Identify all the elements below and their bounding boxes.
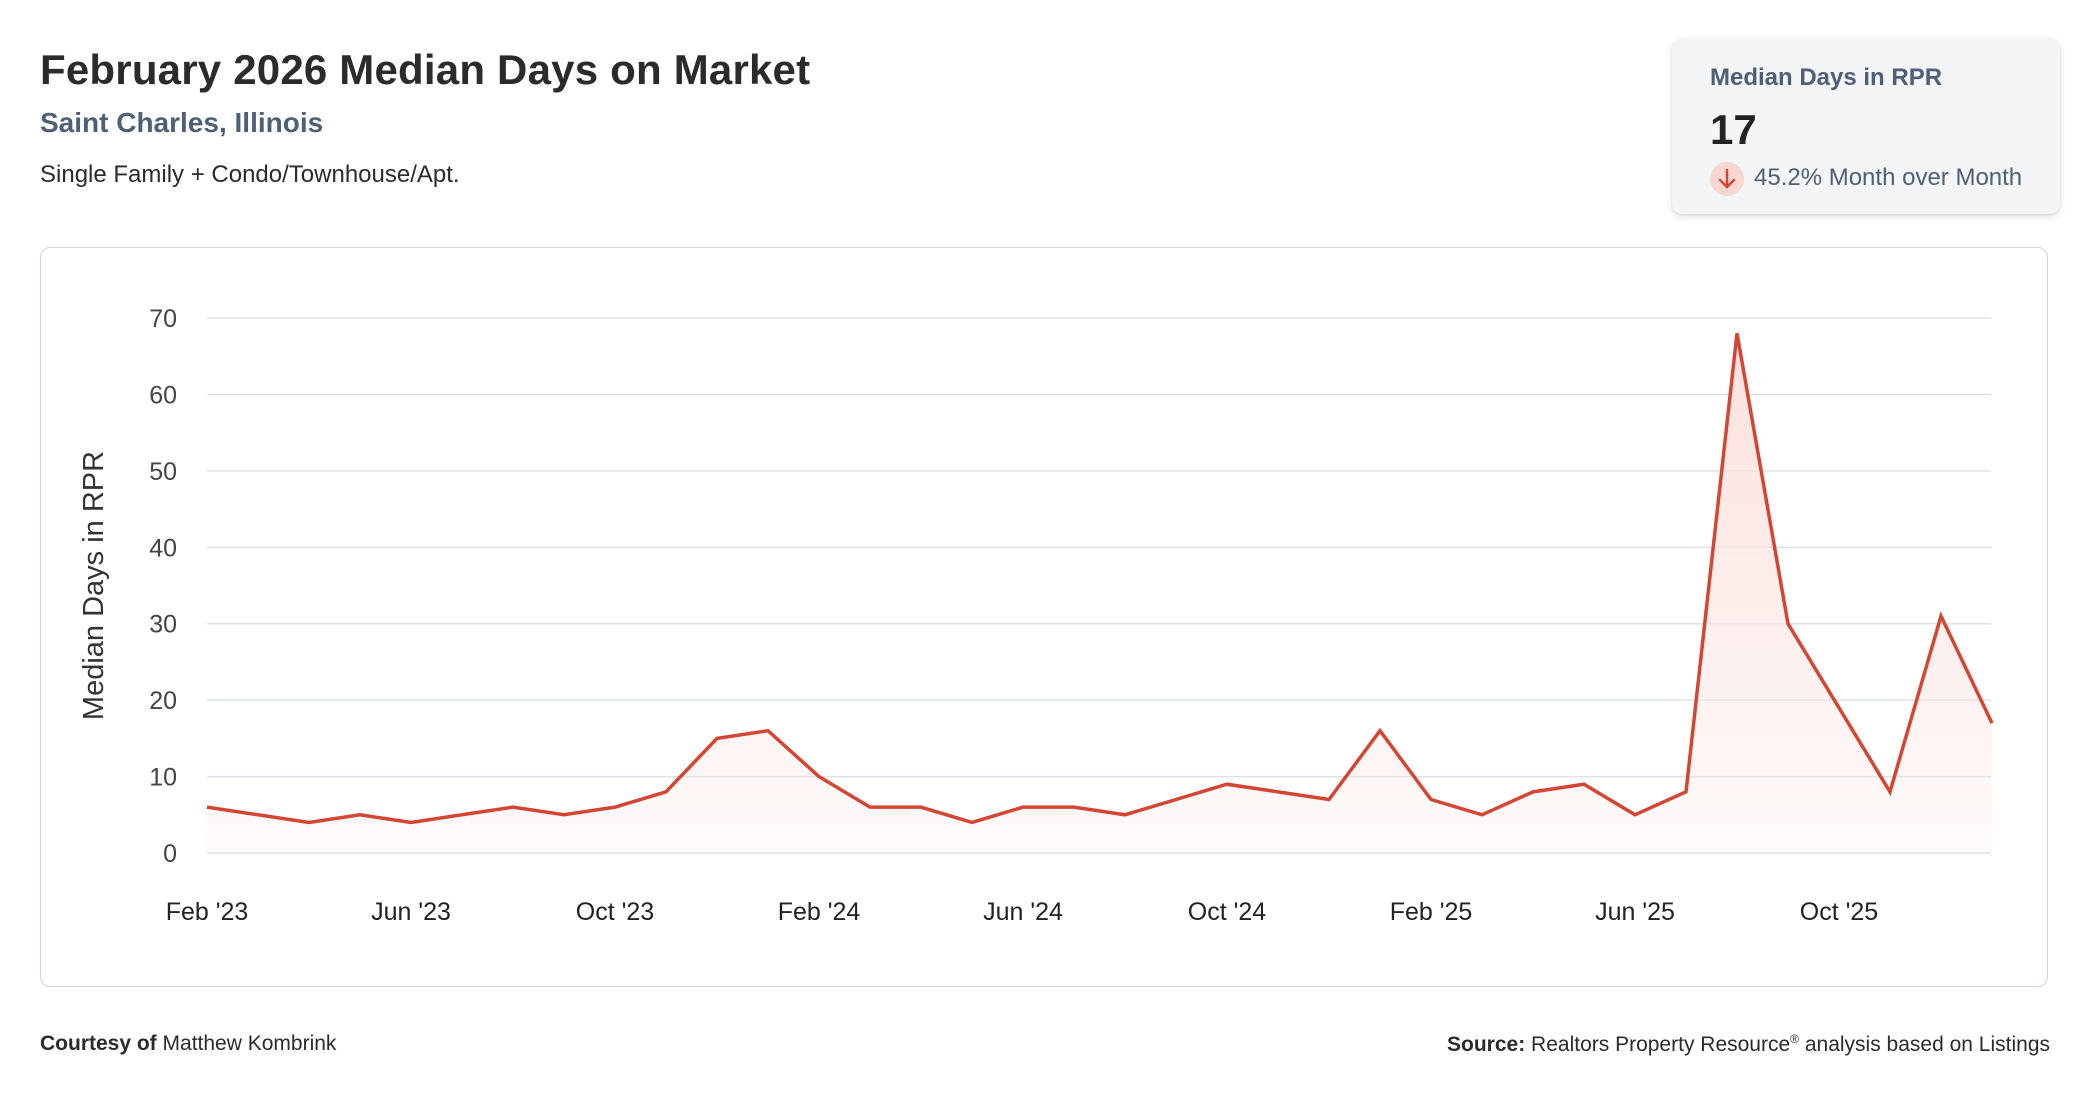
x-tick-label: Feb '25 <box>1390 898 1473 926</box>
property-types: Single Family + Condo/Townhouse/Apt. <box>40 161 460 188</box>
x-tick-label: Jun '25 <box>1595 898 1675 926</box>
registered-mark: ® <box>1790 1032 1799 1046</box>
series-area <box>207 333 1992 853</box>
y-tick-label: 10 <box>149 764 177 792</box>
x-tick-label: Oct '25 <box>1800 898 1878 926</box>
x-tick-label: Jun '23 <box>371 898 451 926</box>
x-tick-label: Feb '23 <box>166 898 249 926</box>
courtesy-name: Matthew Kombrink <box>162 1032 337 1055</box>
metric-label: Median Days in RPR <box>1710 64 1943 91</box>
arrow-down-icon <box>1710 162 1744 196</box>
y-tick-label: 0 <box>163 840 177 868</box>
y-tick-label: 60 <box>149 381 177 409</box>
y-tick-label: 50 <box>149 458 177 486</box>
chart-panel: 0 10 20 30 40 50 60 70 Median Days in RPR Feb '23… <box>40 247 2048 987</box>
metric-value: 17 <box>1710 106 1757 153</box>
y-tick-label: 30 <box>149 611 177 639</box>
chart-svg: 0 10 20 30 40 50 60 70 Median Days in RPR Feb '23… <box>78 305 1994 926</box>
trend-text: 45.2% Month over Month <box>1754 164 2023 191</box>
x-tick-label: Oct '23 <box>576 898 654 926</box>
y-tick-label: 40 <box>149 534 177 562</box>
source-label: Source: <box>1447 1033 1526 1056</box>
metric-card: Median Days in RPR 17 45.2% Month over M… <box>1672 38 2060 214</box>
source-footer: Source: Realtors Property Resource® anal… <box>1447 1032 2050 1057</box>
location-subtitle: Saint Charles, Illinois <box>40 107 324 138</box>
page-title: February 2026 Median Days on Market <box>40 46 811 93</box>
y-axis-title: Median Days in RPR <box>78 451 110 720</box>
source-text: Realtors Property Resource <box>1531 1033 1791 1056</box>
y-tick-label: 20 <box>149 687 177 715</box>
source-suffix: analysis based on Listings <box>1804 1033 2050 1056</box>
x-tick-label: Oct '24 <box>1188 898 1267 926</box>
series-line <box>206 332 1994 825</box>
y-tick-label: 70 <box>149 305 177 333</box>
courtesy-footer: Courtesy of Matthew Kombrink <box>40 1032 336 1056</box>
courtesy-label: Courtesy of <box>40 1032 157 1055</box>
x-tick-label: Jun '24 <box>983 898 1063 926</box>
x-tick-label: Feb '24 <box>778 898 861 926</box>
